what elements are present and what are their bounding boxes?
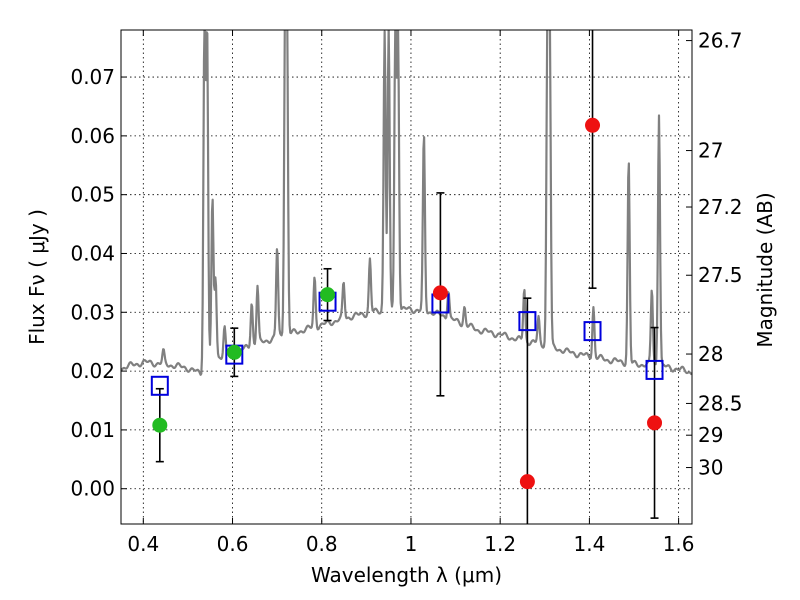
- y2-tick-label: 28: [698, 342, 723, 366]
- spectrum-line: [121, 30, 692, 376]
- y-tick-label: 0.03: [70, 300, 115, 324]
- x-tick-label: 1: [405, 532, 418, 556]
- x-tick-label: 0.6: [217, 532, 249, 556]
- model-point: [583, 321, 602, 342]
- grid: [121, 30, 692, 524]
- y-tick-label: 0.05: [70, 183, 115, 207]
- model-point: [518, 311, 537, 332]
- y-tick-label: 0.01: [70, 418, 115, 442]
- undetected-point: [519, 474, 535, 490]
- x-tick-label: 0.8: [306, 532, 338, 556]
- axis-ticks: 0.4 0.6 0.8 1 1.2 1.4 1.6 0.00 0.01 0.02 0.03 0.04 0…: [70, 29, 742, 556]
- y-axis-label: Flux Fν ( μJy ): [25, 209, 49, 345]
- model-point: [645, 359, 664, 380]
- undetected-point: [647, 415, 663, 431]
- detected-point: [320, 287, 336, 303]
- y2-tick-label: 28.5: [698, 391, 743, 415]
- y2-tick-label: 27.2: [698, 195, 743, 219]
- detected-point: [152, 417, 168, 433]
- y-tick-label: 0.02: [70, 359, 115, 383]
- x-tick-label: 0.4: [127, 532, 159, 556]
- undetected-point: [585, 117, 601, 133]
- y-tick-label: 0.06: [70, 124, 115, 148]
- y-tick-label: 0.00: [70, 477, 115, 501]
- error-bars: [155, 30, 659, 524]
- plot-frame: [120, 29, 693, 525]
- x-axis-label: Wavelength λ (μm): [311, 563, 502, 587]
- spectrum-series: [121, 30, 692, 376]
- x-tick-label: 1.2: [484, 532, 516, 556]
- model-point: [150, 375, 169, 396]
- y2-tick-label: 30: [698, 456, 723, 480]
- y2-tick-label: 27.5: [698, 263, 743, 287]
- y2-tick-label: 27: [698, 139, 723, 163]
- x-tick-label: 1.4: [573, 532, 605, 556]
- y-tick-label: 0.04: [70, 241, 115, 265]
- y2-axis-label: Magnitude (AB): [753, 192, 777, 347]
- detected-point: [226, 344, 242, 360]
- undetected-point: [432, 285, 448, 301]
- x-tick-label: 1.6: [663, 532, 695, 556]
- data-points: [152, 117, 663, 490]
- y2-tick-label: 29: [698, 423, 723, 447]
- y-tick-label: 0.07: [70, 65, 115, 89]
- y2-tick-label: 26.7: [698, 29, 743, 53]
